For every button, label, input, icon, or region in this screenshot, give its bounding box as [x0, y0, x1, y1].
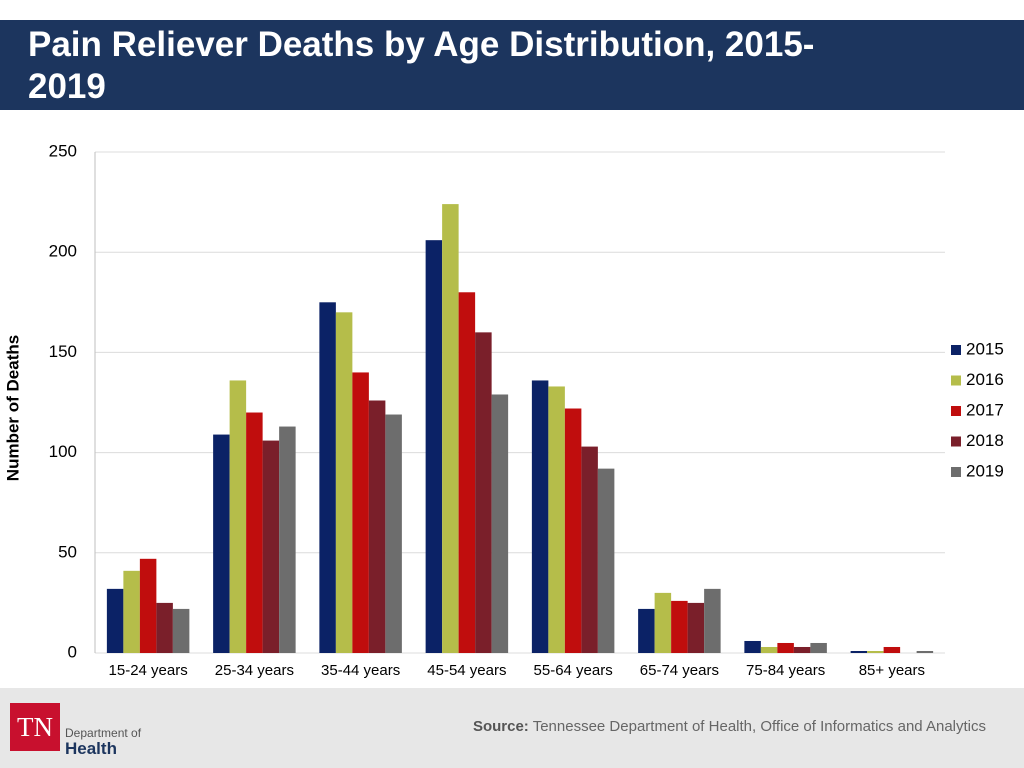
x-tick-label: 45-54 years [427, 662, 506, 679]
bar [213, 434, 230, 653]
bar [123, 570, 140, 653]
legend-swatch [951, 406, 961, 416]
y-tick-label: 100 [49, 442, 77, 461]
bar [916, 650, 934, 653]
bar [172, 608, 190, 653]
header-band: Pain Reliever Deaths by Age Distribution… [0, 20, 1024, 110]
bar [319, 302, 336, 653]
legend-label: 2019 [966, 461, 1004, 480]
bar [425, 240, 443, 653]
y-tick-label: 0 [68, 642, 77, 661]
x-tick-label: 35-44 years [321, 662, 400, 679]
y-tick-label: 200 [49, 242, 77, 261]
bar [597, 468, 615, 653]
source: Source: Tennessee Department of Health, … [473, 718, 986, 735]
bar [442, 204, 459, 653]
bar [638, 608, 655, 653]
y-tick-label: 150 [49, 342, 77, 361]
source-label: Source: [472, 718, 529, 735]
legend-swatch [951, 436, 961, 447]
x-tick-label: 15-24 years [109, 662, 188, 679]
bar [687, 602, 705, 653]
bar [352, 372, 369, 653]
bar [744, 640, 761, 653]
title: Pain Reliever Deaths by Age Distribution… [28, 25, 815, 106]
x-tick-label: 25-34 years [215, 662, 294, 679]
bar [385, 414, 402, 653]
bar [458, 292, 476, 653]
bar [262, 440, 280, 653]
legend-swatch [951, 375, 961, 386]
x-tick-label: 65-74 years [640, 662, 719, 679]
bar [139, 558, 157, 653]
legend-label: 2016 [966, 370, 1004, 389]
bar [106, 588, 124, 653]
x-tick-label: 55-64 years [534, 662, 613, 679]
x-tick-label: 85+ years [859, 662, 925, 679]
logo-name: Health [65, 739, 117, 758]
legend-swatch [951, 467, 961, 477]
bar [368, 400, 386, 653]
bar [777, 642, 794, 653]
bar [793, 646, 811, 653]
y-tick-label: 50 [58, 542, 77, 561]
bar [850, 650, 868, 653]
legend-label: 2017 [966, 400, 1004, 419]
bar [671, 600, 688, 653]
bar [475, 332, 492, 653]
bar [335, 312, 353, 653]
source-text: Tennessee Department of Health, Office o… [532, 718, 986, 735]
bar [760, 646, 778, 653]
chart: Number of Deaths 0 50 100 150 200 250 15-24 ye… [3, 141, 1004, 679]
bar [156, 602, 173, 653]
y-axis-label: Number of Deaths [3, 335, 22, 481]
legend-swatch [951, 345, 961, 355]
bar [246, 412, 263, 653]
logo-dept: Department of [65, 726, 142, 740]
logo-mark: TN [10, 703, 60, 751]
y-tick-label: 250 [49, 141, 77, 160]
bar [704, 588, 721, 653]
bar [564, 408, 582, 653]
bar [548, 386, 565, 653]
legend-label: 2015 [966, 339, 1004, 358]
bar [883, 646, 901, 653]
bar [531, 380, 549, 653]
bar [654, 592, 672, 653]
x-tick-label: 75-84 years [746, 662, 825, 679]
legend-label: 2018 [966, 431, 1004, 450]
bar [491, 394, 509, 653]
bar [581, 446, 598, 653]
bar [229, 380, 247, 653]
bar [867, 650, 884, 653]
bar [810, 642, 827, 653]
footer: TN Department of Health Source: Tennesse… [0, 688, 1024, 768]
bar [279, 426, 296, 653]
